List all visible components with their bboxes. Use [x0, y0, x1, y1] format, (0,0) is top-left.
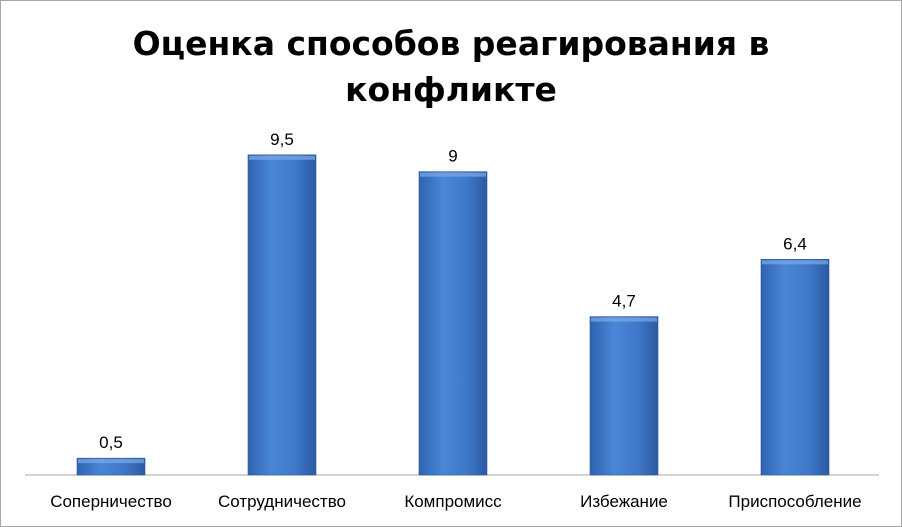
category-label-4: Избежание — [580, 492, 668, 511]
bar-1-value-label: 0,5 — [99, 433, 123, 452]
bar-1-highlight — [78, 459, 144, 464]
bar-3 — [418, 171, 488, 476]
category-label-2: Сотрудничество — [218, 492, 346, 511]
category-label-5: Приспособление — [728, 492, 861, 511]
chart-title: Оценка способов реагирования в конфликте — [132, 24, 770, 109]
bar-2 — [247, 154, 317, 476]
category-label-1: Соперничество — [50, 492, 172, 511]
bar-5-value-label: 6,4 — [783, 234, 807, 253]
bar-3-value-label: 9 — [448, 147, 457, 166]
bar-4-highlight — [591, 317, 657, 322]
bar-4-value-label: 4,7 — [612, 292, 636, 311]
bar-5 — [760, 259, 830, 476]
bar-5-highlight — [762, 260, 828, 265]
bar-4 — [589, 316, 659, 476]
bar-3-highlight — [420, 172, 486, 177]
category-label-3: Компромисс — [404, 492, 502, 511]
bar-2-highlight — [249, 155, 315, 160]
bars-layer: 0,5 Соперничество 9,5 Сотрудничество 9 Компро… — [50, 130, 861, 511]
bar-2-value-label: 9,5 — [270, 130, 294, 149]
